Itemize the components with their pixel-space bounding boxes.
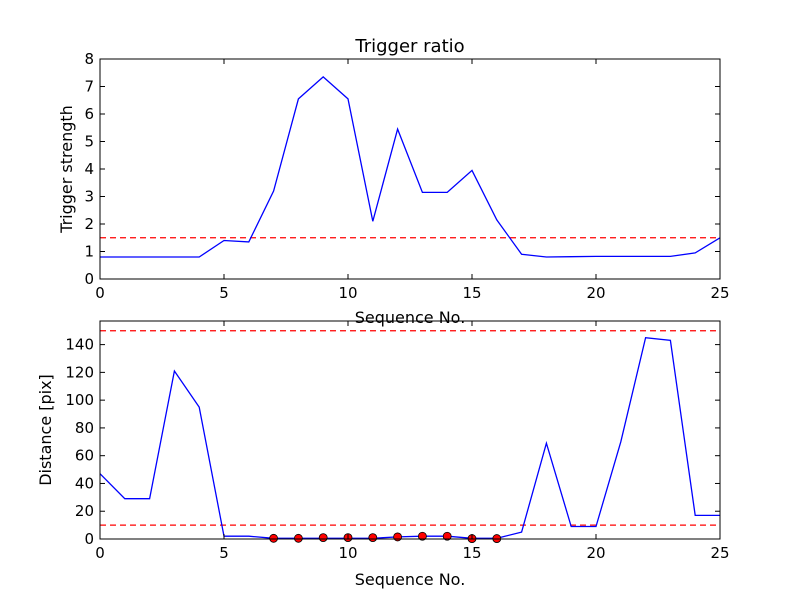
x-tick-label: 5 [219,544,229,562]
data-point [269,533,279,543]
distance-chart: Sequence No. Distance [pix] 0 5 10 15 20 25 0 2… [36,320,730,589]
x-tick-label: 5 [219,284,229,302]
y-tick-label: 80 [75,419,94,437]
y-tick-label: 7 [84,78,94,96]
data-point [368,533,378,543]
y-tick-label: 140 [65,336,94,354]
y-tick-label: 1 [84,243,94,261]
x-tick-label: 0 [95,284,105,302]
plot-frame [99,320,721,540]
series-line [99,336,720,539]
y-tick-label: 40 [75,474,94,492]
x-tick-label: 15 [462,284,481,302]
series-line [100,76,721,258]
x-tick-label: 10 [338,544,357,562]
y-tick-label: 8 [84,50,94,68]
y-tick-label: 0 [84,530,94,548]
x-axis-label: Sequence No. [355,308,466,327]
chart-title: Trigger ratio [354,36,464,57]
y-tick-label: 3 [84,188,94,206]
x-tick-label: 20 [586,284,605,302]
data-point [393,532,403,542]
x-tick-label: 25 [710,284,729,302]
y-tick-label: 6 [84,105,94,123]
data-point [318,533,328,543]
y-axis-label: Trigger strength [57,105,76,234]
x-tick-label: 25 [710,544,729,562]
trigger-ratio-chart: Trigger ratio Sequence No. Trigger stren… [57,36,730,327]
x-axis-label: Sequence No. [355,570,466,589]
data-point [417,531,427,541]
y-tick-label: 60 [75,447,94,465]
y-tick-label: 120 [65,363,94,381]
data-point [442,531,452,541]
y-tick-label: 4 [84,160,94,178]
x-tick-label: 20 [586,544,605,562]
y-axis-label: Distance [pix] [36,374,55,486]
data-point [293,533,303,543]
x-tick-label: 10 [338,284,357,302]
y-tick-label: 2 [84,215,94,233]
y-tick-label: 5 [84,133,94,151]
y-tick-label: 100 [65,391,94,409]
x-tick-label: 0 [95,544,105,562]
y-tick-label: 0 [84,270,94,288]
y-tick-label: 20 [75,502,94,520]
x-tick-label: 15 [462,544,481,562]
